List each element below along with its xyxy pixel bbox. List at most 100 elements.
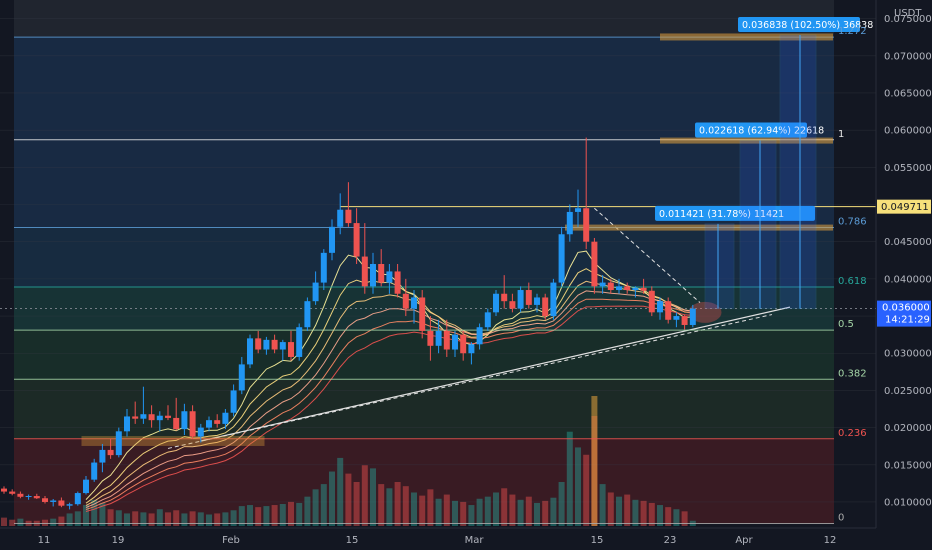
volume-bar [370, 468, 376, 526]
volume-bar [345, 473, 352, 526]
candle-body [165, 415, 171, 418]
time-tick-label: 23 [664, 535, 677, 546]
candle-body [296, 327, 303, 357]
volume-bar [255, 507, 262, 526]
measure-tool[interactable]: 0.011421 (31.78%) 11421 [655, 205, 815, 310]
candle-body [616, 286, 622, 291]
candle [140, 386, 147, 424]
candle [657, 297, 663, 320]
candle-body [83, 479, 89, 494]
volume-bar [320, 484, 327, 526]
volume-bar [435, 498, 442, 526]
fib-level-label: 0.236 [838, 428, 867, 439]
candle [558, 226, 565, 287]
volume-bar [222, 512, 229, 526]
volume-bar [386, 488, 393, 526]
candle [501, 275, 508, 309]
candle-body [665, 301, 672, 320]
candle-body [419, 297, 426, 331]
volume-bar [378, 484, 385, 526]
fib-level-label: 0.786 [838, 217, 867, 228]
candle-body [58, 500, 65, 506]
candle-body [468, 344, 475, 354]
candle-body [657, 301, 663, 313]
candle [468, 342, 475, 365]
candle-body [566, 211, 573, 235]
measurement-tools[interactable]: 0.011421 (31.78%) 11421 0.022618 (62.94%)… [655, 16, 873, 310]
fib-band [14, 379, 834, 439]
candle [83, 475, 89, 495]
price-tick-label: 0.060000 [884, 126, 932, 137]
volume-bar [558, 482, 565, 526]
volume-bar [665, 507, 672, 526]
candle-body [484, 312, 491, 328]
candle-body [361, 256, 368, 287]
candle [263, 336, 270, 355]
fib-band [14, 227, 834, 288]
fib-level-label: 0 [838, 513, 844, 524]
candle-body [33, 496, 40, 499]
measure-tool[interactable]: 0.036838 (102.50%) 36838 [738, 16, 873, 310]
time-axis[interactable] [0, 528, 876, 550]
volume-bar [476, 498, 483, 526]
resistance-dashed-trendline [594, 207, 701, 304]
measure-tool[interactable]: 0.022618 (62.94%) 22618 [695, 122, 824, 310]
candle-body [476, 327, 483, 345]
measure-label: 0.022618 (62.94%) 22618 [699, 126, 824, 137]
volume-bar [640, 500, 647, 526]
candle [107, 438, 114, 459]
volume-bar [534, 502, 540, 526]
volume-bar [66, 513, 73, 526]
volume-bar [197, 512, 204, 526]
candle [337, 193, 344, 235]
candle [214, 414, 221, 428]
volume-bar [156, 509, 163, 526]
candle [173, 397, 180, 431]
volume-bar [648, 502, 655, 526]
candle-body [189, 411, 196, 437]
candle [197, 423, 204, 443]
candle-body [517, 290, 524, 309]
volume-bar [91, 499, 98, 526]
candle-body [115, 431, 122, 456]
volume-bar [42, 519, 48, 526]
candle [517, 286, 524, 313]
candle [312, 271, 319, 305]
candle-body [542, 297, 549, 317]
candle [566, 204, 573, 242]
candle [255, 330, 262, 354]
candle [271, 334, 278, 354]
volume-bar [427, 489, 434, 526]
level-price-tag: 0.049711 [877, 199, 931, 214]
volume-bar [657, 505, 663, 526]
measure-range [779, 34, 817, 310]
candle [238, 356, 245, 395]
candle-body [689, 308, 696, 325]
measure-range [704, 223, 735, 310]
volume-bar [329, 471, 335, 526]
volume-bar [148, 513, 155, 526]
measure-range [739, 140, 777, 310]
candle-body [238, 364, 245, 391]
measure-label-box [655, 205, 815, 221]
volume-bar [50, 518, 57, 526]
price-axis[interactable] [876, 0, 932, 550]
candle [25, 494, 32, 500]
volume-bar [74, 511, 81, 526]
candle-body [648, 290, 655, 313]
candle [50, 498, 57, 507]
currency-label: USDT [894, 8, 922, 19]
candle [33, 493, 40, 499]
candle-body [173, 417, 180, 430]
candle [99, 443, 106, 473]
volume-bar [181, 513, 188, 526]
candle-body [50, 500, 57, 502]
volume-bar [517, 499, 524, 526]
price-tick-label: 0.030000 [884, 349, 932, 360]
volume-bar [288, 501, 294, 526]
candle-body [353, 223, 360, 257]
candle-body [99, 449, 106, 463]
price-tick-label: 0.075000 [884, 14, 932, 25]
